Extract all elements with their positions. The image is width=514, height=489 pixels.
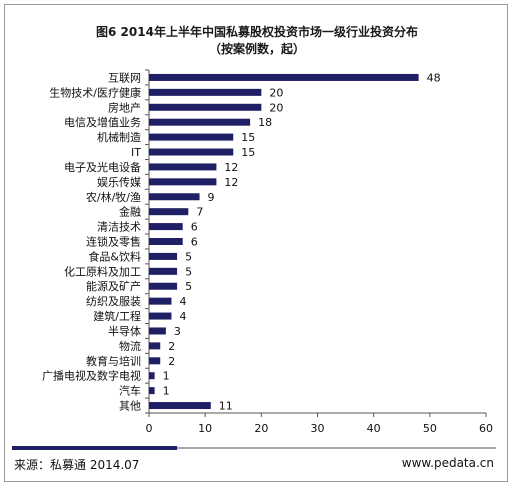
bar xyxy=(149,223,183,231)
value-label: 7 xyxy=(196,206,203,219)
value-label: 4 xyxy=(179,310,186,323)
category-label: 电信及增值业务 xyxy=(64,115,141,129)
bar xyxy=(149,372,155,380)
category-label: 房地产 xyxy=(108,100,141,114)
footer-divider-dark xyxy=(12,446,177,450)
x-tick-label: 30 xyxy=(311,422,325,435)
category-label: 汽车 xyxy=(119,384,141,398)
chart-frame xyxy=(4,4,508,482)
category-label: 农/林/牧/渔 xyxy=(86,190,141,204)
value-label: 20 xyxy=(269,86,283,99)
value-label: 5 xyxy=(185,280,192,293)
category-label: 电子及光电设备 xyxy=(64,160,141,174)
category-label: 金融 xyxy=(119,205,141,219)
bar xyxy=(149,208,189,216)
bar xyxy=(149,267,178,275)
value-label: 12 xyxy=(224,161,238,174)
value-label: 15 xyxy=(241,146,255,159)
category-label: 能源及矿产 xyxy=(86,279,141,293)
bar xyxy=(149,238,183,245)
site-url: www.pedata.cn xyxy=(401,456,494,470)
category-label: 清洁技术 xyxy=(97,221,141,234)
bar xyxy=(149,252,178,260)
value-label: 3 xyxy=(174,325,181,338)
category-label: 食品&饮料 xyxy=(88,249,141,263)
bar xyxy=(149,282,178,290)
bar xyxy=(149,357,161,365)
value-label: 9 xyxy=(208,191,215,204)
x-tick-label: 10 xyxy=(198,422,212,435)
category-label: 生物技术/医疗健康 xyxy=(49,85,141,99)
category-label: 娱乐传媒 xyxy=(97,175,141,189)
bar xyxy=(149,342,161,350)
bar xyxy=(149,103,262,111)
category-label: 机械制造 xyxy=(97,130,141,144)
bar xyxy=(149,73,419,81)
x-tick-label: 60 xyxy=(479,422,493,435)
bar xyxy=(149,402,211,410)
category-label: 连锁及零售 xyxy=(86,235,141,249)
chart-subtitle: （按案例数，起） xyxy=(208,42,305,56)
value-label: 11 xyxy=(219,400,233,413)
bar xyxy=(149,148,234,156)
category-label: 物流 xyxy=(119,339,141,353)
bar xyxy=(149,193,200,201)
value-label: 15 xyxy=(241,131,255,144)
x-tick-label: 0 xyxy=(146,422,153,435)
value-label: 6 xyxy=(191,236,198,249)
bar xyxy=(149,133,234,141)
value-label: 1 xyxy=(163,385,170,398)
category-label: 教育与培训 xyxy=(86,354,141,368)
category-label: 互联网 xyxy=(108,71,141,84)
value-label: 2 xyxy=(168,340,175,353)
footer-divider-light xyxy=(177,447,496,449)
value-label: 48 xyxy=(427,71,441,84)
bar xyxy=(149,297,172,305)
value-label: 4 xyxy=(179,295,186,308)
category-label: 化工原料及加工 xyxy=(64,264,141,278)
x-tick-label: 20 xyxy=(254,422,268,435)
source-note: 来源：私募通 2014.07 xyxy=(14,458,140,472)
bar xyxy=(149,312,172,320)
bar xyxy=(149,118,251,126)
bar xyxy=(149,163,217,171)
value-label: 18 xyxy=(258,116,272,129)
value-label: 1 xyxy=(163,370,170,383)
value-label: 2 xyxy=(168,355,175,368)
value-label: 20 xyxy=(269,101,283,114)
value-label: 5 xyxy=(185,265,192,278)
x-tick-label: 50 xyxy=(423,422,437,435)
x-tick-label: 40 xyxy=(367,422,381,435)
category-label: 纺织及服装 xyxy=(86,294,141,308)
value-label: 12 xyxy=(224,176,238,189)
bar xyxy=(149,327,166,335)
value-label: 6 xyxy=(191,221,198,234)
bar xyxy=(149,178,217,186)
category-label: 广播电视及数字电视 xyxy=(42,369,141,383)
chart-title: 图6 2014年上半年中国私募股权投资市场一级行业投资分布 xyxy=(96,25,418,39)
category-label: IT xyxy=(131,146,141,159)
value-label: 5 xyxy=(185,250,192,263)
bar xyxy=(149,387,155,395)
bar xyxy=(149,88,262,96)
category-label: 其他 xyxy=(119,400,141,413)
category-label: 建筑/工程 xyxy=(93,309,141,323)
category-label: 半导体 xyxy=(108,324,141,338)
